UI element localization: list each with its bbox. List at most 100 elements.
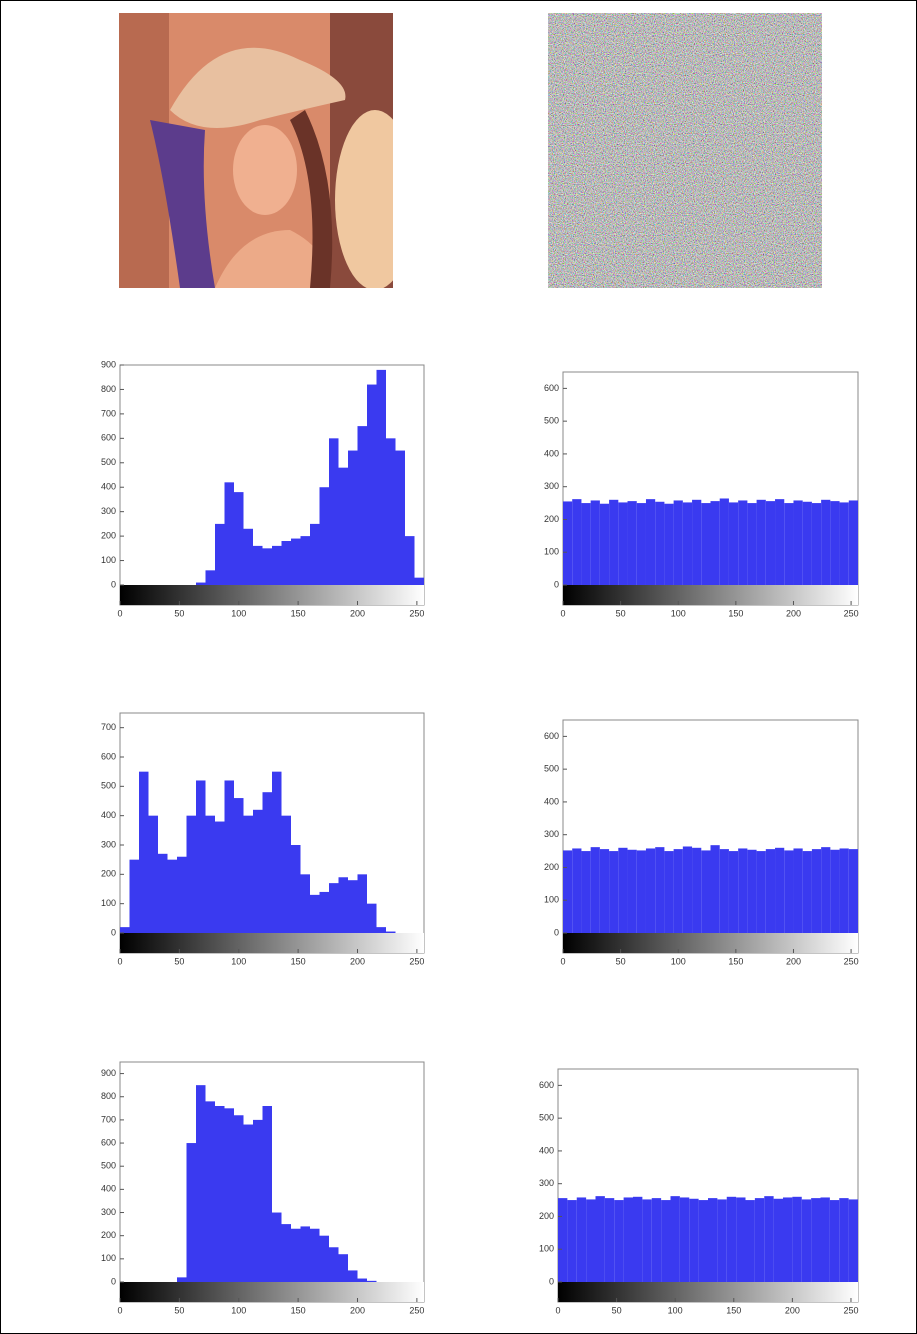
bar [139, 771, 149, 933]
bar [708, 1198, 718, 1282]
bar [747, 849, 757, 933]
x-tick-label: 150 [291, 956, 306, 966]
bar [839, 848, 849, 933]
y-tick-label: 500 [101, 457, 116, 467]
y-tick-label: 200 [101, 530, 116, 540]
bar [186, 1143, 196, 1282]
y-tick-label: 600 [101, 751, 116, 761]
colorbar [563, 585, 858, 605]
bar [590, 500, 600, 585]
bar [645, 499, 656, 585]
bar [664, 851, 674, 933]
bar [329, 883, 339, 933]
bar [357, 874, 367, 933]
bar [784, 503, 794, 585]
y-tick-label: 500 [539, 1113, 554, 1123]
x-tick-label: 100 [671, 956, 686, 966]
x-tick-label: 250 [843, 1305, 858, 1315]
bar [572, 499, 582, 585]
bar [830, 501, 840, 585]
bar [756, 499, 766, 585]
y-tick-label: 500 [101, 781, 116, 791]
bar [300, 874, 310, 933]
bar [820, 1197, 830, 1282]
y-tick-label: 0 [111, 579, 116, 589]
bar [367, 903, 377, 933]
bar [224, 482, 234, 585]
bar [636, 503, 646, 585]
bar [664, 503, 674, 585]
bar [376, 369, 386, 585]
x-tick-label: 100 [231, 1305, 246, 1315]
y-tick-label: 600 [101, 1137, 116, 1147]
x-tick-label: 150 [728, 608, 743, 618]
bar [783, 1197, 793, 1282]
bar [310, 894, 320, 933]
y-tick-label: 300 [544, 481, 559, 491]
y-tick-label: 400 [544, 448, 559, 458]
x-tick-label: 100 [671, 608, 686, 618]
y-tick-label: 700 [101, 408, 116, 418]
y-tick-label: 700 [101, 722, 116, 732]
x-tick-label: 50 [174, 1305, 184, 1315]
bar [590, 847, 600, 933]
bar [395, 450, 405, 585]
bar [792, 1196, 802, 1282]
bar [338, 877, 348, 933]
bar [167, 859, 177, 933]
bar [319, 1235, 329, 1282]
bar [572, 848, 582, 933]
bar [196, 1085, 206, 1282]
bar [129, 859, 139, 933]
bar [726, 1196, 737, 1282]
bar [367, 1280, 377, 1282]
bar [775, 847, 785, 933]
bar [300, 1226, 310, 1282]
y-tick-label: 400 [101, 810, 116, 820]
x-tick-label: 200 [786, 608, 801, 618]
bar [719, 498, 729, 585]
x-tick-label: 150 [728, 956, 743, 966]
y-tick-label: 800 [101, 1091, 116, 1101]
bar [661, 1200, 671, 1282]
y-tick-label: 500 [544, 764, 559, 774]
bar [595, 1196, 605, 1282]
y-tick-label: 0 [554, 579, 559, 589]
y-tick-label: 300 [101, 1207, 116, 1217]
bar [811, 1198, 821, 1282]
bar [310, 523, 320, 585]
x-tick-label: 0 [117, 1305, 122, 1315]
bar [775, 499, 785, 585]
bar [414, 577, 424, 585]
y-tick-label: 100 [544, 547, 559, 557]
x-tick-label: 100 [668, 1305, 683, 1315]
bar [253, 809, 263, 933]
bar [633, 1196, 643, 1282]
y-tick-label: 100 [101, 1253, 116, 1263]
bar [224, 780, 234, 933]
bar [215, 523, 225, 585]
x-tick-label: 150 [291, 608, 306, 618]
bar [567, 1200, 577, 1282]
bar [609, 499, 619, 585]
bar [348, 1270, 358, 1282]
bar [811, 849, 822, 933]
bar [802, 501, 812, 585]
bar [627, 849, 637, 933]
bar [651, 1198, 662, 1282]
y-tick-label: 100 [101, 898, 116, 908]
bar [728, 851, 739, 933]
y-tick-label: 500 [101, 1161, 116, 1171]
bar [234, 492, 244, 585]
y-tick-label: 400 [101, 1184, 116, 1194]
bar [300, 536, 310, 585]
bar [291, 1228, 301, 1282]
x-tick-label: 0 [117, 608, 122, 618]
bar [679, 1197, 690, 1282]
y-tick-label: 100 [101, 555, 116, 565]
bar [234, 1115, 244, 1282]
x-tick-label: 100 [231, 608, 246, 618]
y-tick-label: 0 [554, 927, 559, 937]
y-tick-label: 300 [539, 1178, 554, 1188]
